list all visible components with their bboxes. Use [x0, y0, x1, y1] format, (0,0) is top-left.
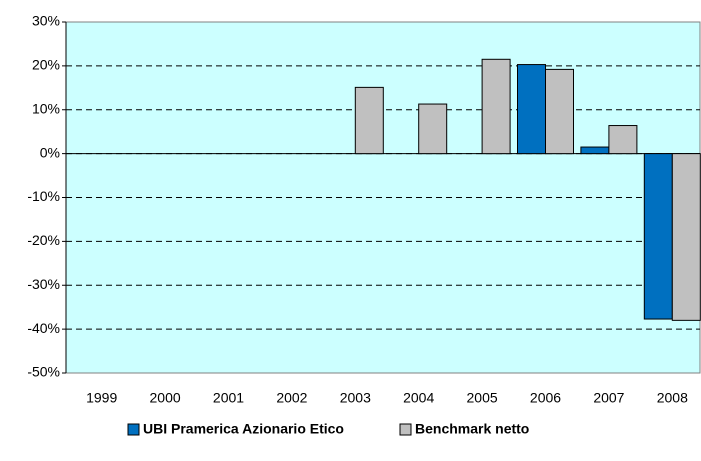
x-tick-label: 2006: [530, 390, 561, 406]
x-tick-label: 2001: [213, 390, 244, 406]
y-tick-label: -40%: [27, 320, 60, 336]
legend-text: Benchmark netto: [415, 421, 529, 437]
legend-swatch: [399, 423, 412, 436]
y-tick-label: 30%: [32, 13, 60, 29]
bar: [481, 58, 511, 155]
bar: [643, 153, 673, 320]
x-tick-label: 2008: [657, 390, 688, 406]
bar: [545, 68, 574, 155]
bar: [671, 153, 701, 321]
y-tick-label: -50%: [27, 364, 60, 380]
x-tick-label: 2004: [403, 390, 434, 406]
x-tick-label: 1999: [86, 390, 117, 406]
bar: [418, 103, 448, 155]
bar: [608, 125, 638, 155]
bar: [580, 146, 610, 155]
y-tick-label: 20%: [32, 57, 60, 73]
x-tick-label: 2002: [276, 390, 307, 406]
y-tick-label: -20%: [27, 232, 60, 248]
y-tick-label: -30%: [27, 276, 60, 292]
legend-swatch: [127, 423, 140, 436]
bar: [354, 86, 384, 155]
y-tick-label: 0%: [40, 144, 60, 160]
legend-text: UBI Pramerica Azionario Etico: [143, 421, 344, 437]
x-tick-label: 2000: [150, 390, 181, 406]
y-tick-label: -10%: [27, 188, 60, 204]
x-tick-label: 2005: [467, 390, 498, 406]
y-tick-label: 10%: [32, 100, 60, 116]
x-tick-label: 2003: [340, 390, 371, 406]
x-tick-label: 2007: [593, 390, 624, 406]
bar: [517, 64, 546, 155]
